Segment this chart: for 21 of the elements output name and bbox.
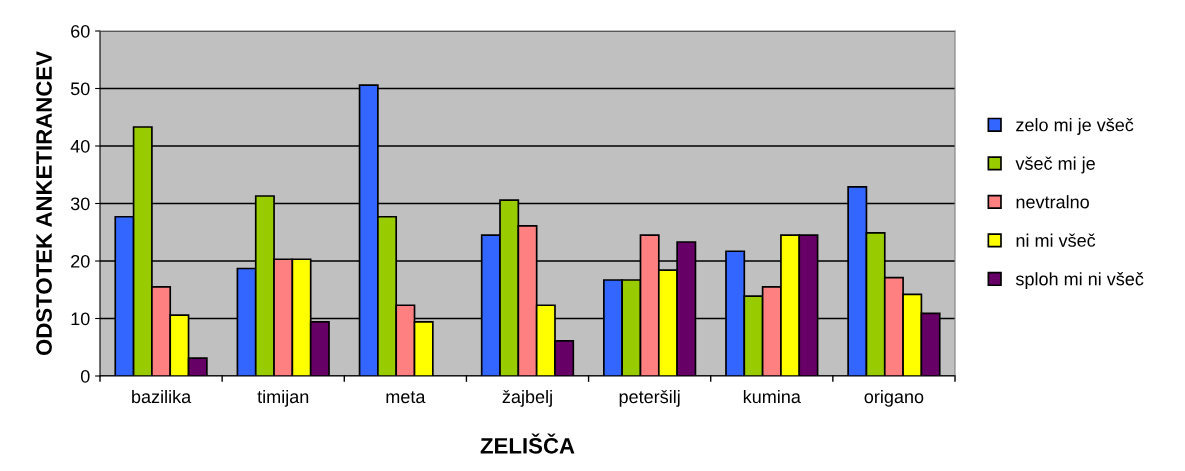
y-tick-label: 40 [70,139,90,153]
y-tick-label: 10 [71,312,90,326]
x-tick-label: kumina [743,389,801,404]
legend-label: nevtralno [1016,195,1089,209]
legend-label: zelo mi je všeč [1016,118,1134,135]
y-tick-label: 60 [71,24,90,38]
x-tick-label: origano [864,389,924,407]
y-axis-title: ODSTOTEK ANKETIRANCEV [36,51,52,356]
legend-label: ni mi všeč [1016,233,1096,247]
x-tick-label: žajbelj [502,389,552,407]
legend-label: všeč mi je [1015,156,1095,174]
y-tick-label: 20 [71,254,90,268]
x-tick-label: timijan [257,389,309,407]
x-tick-label: meta [386,391,426,404]
x-tick-label: peteršilj [619,389,680,407]
y-tick-label: 50 [70,82,90,96]
y-tick-label: 0 [80,369,90,383]
x-tick-label: bazilika [132,389,192,404]
y-tick-label: 30 [70,197,90,211]
x-axis-title: ZELIŠČA [480,433,575,454]
legend-label: sploh mi ni všeč [1015,272,1144,289]
